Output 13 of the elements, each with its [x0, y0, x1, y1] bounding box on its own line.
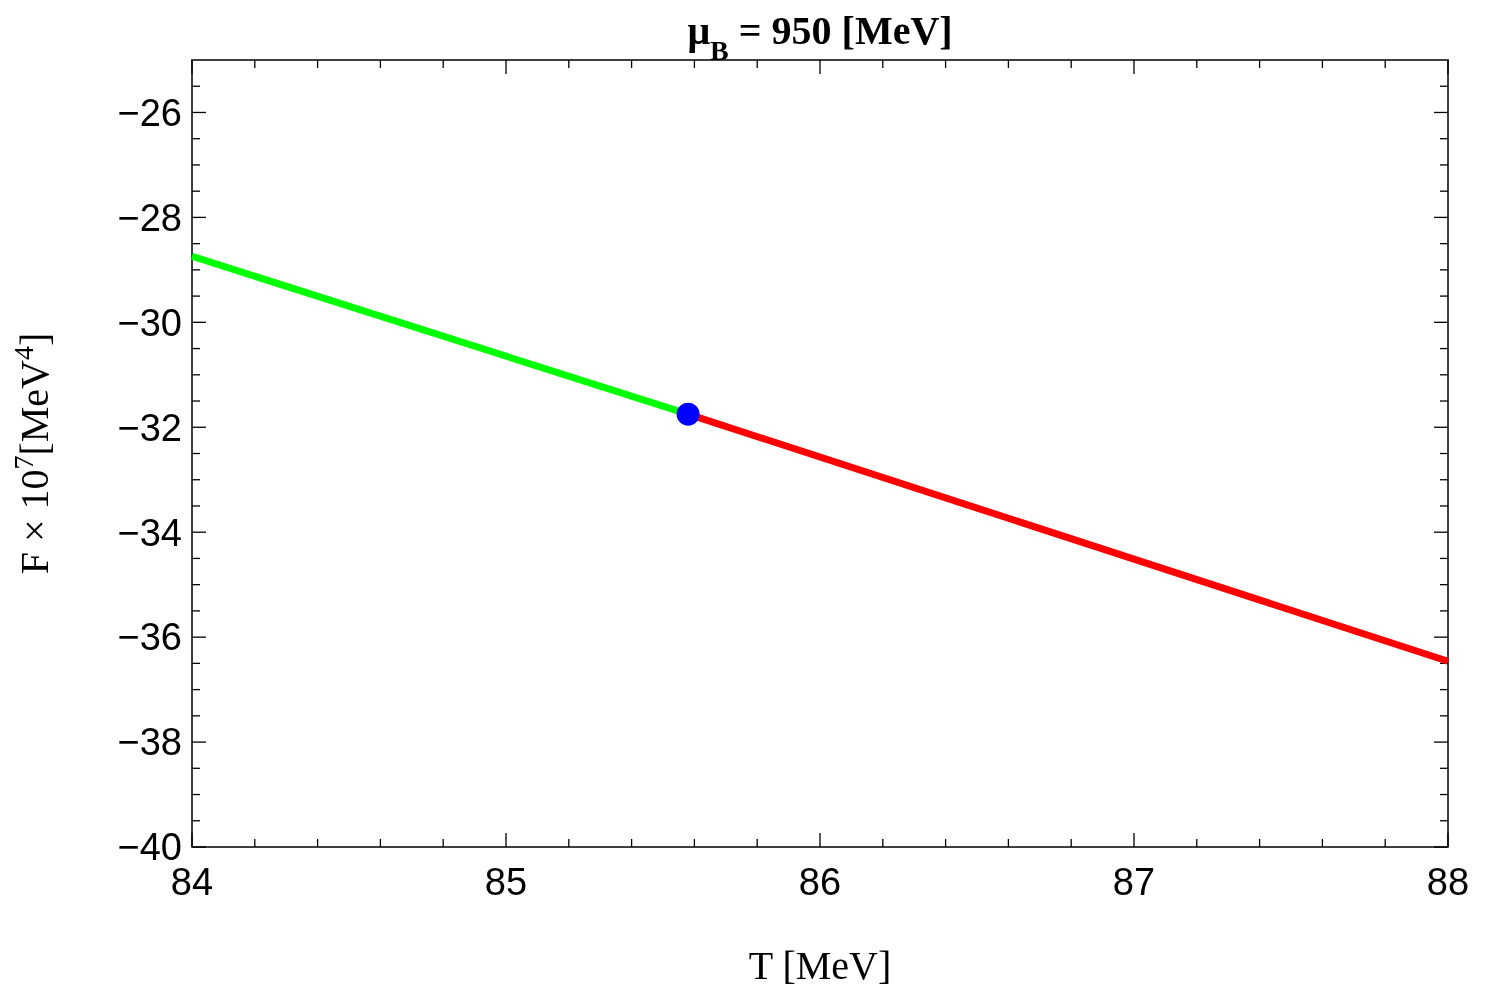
x-tick-label: 86 [798, 861, 842, 903]
y-tick-label: −28 [117, 196, 182, 239]
x-tick-label: 85 [484, 861, 528, 903]
y-tick-label: −36 [117, 616, 182, 659]
y-tick-label: −38 [117, 721, 182, 764]
y-tick-label: −34 [117, 511, 182, 554]
x-tick-label: 87 [1112, 861, 1156, 903]
y-tick-label: −26 [117, 91, 182, 134]
chart-title: μ$_{B}$ = 950 [MeV] [687, 8, 953, 66]
y-tick-label: −32 [117, 406, 182, 449]
y-tick-label: −30 [117, 301, 182, 344]
x-axis-title: T [MeV] [748, 943, 892, 988]
x-tick-label: 88 [1426, 861, 1470, 903]
